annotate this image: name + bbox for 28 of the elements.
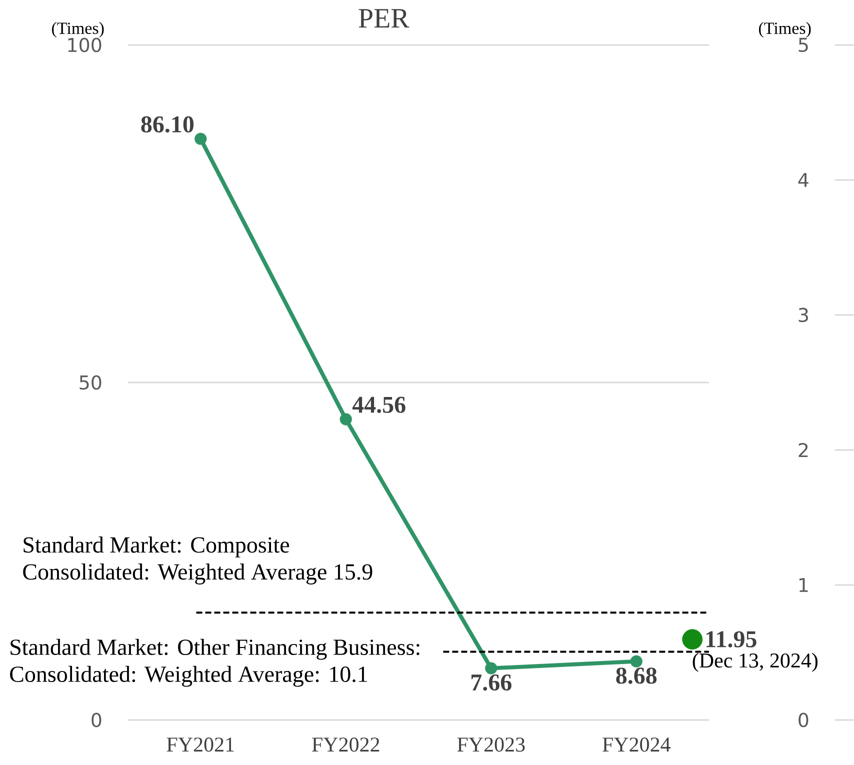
y-tick-label: 50: [80, 375, 102, 390]
y-tick-label: 100: [68, 38, 102, 52]
y2-tick-label: 1: [799, 578, 808, 592]
y2-tick-label: 2: [798, 442, 808, 458]
y2-tick-label: 3: [798, 308, 808, 322]
point: [194, 132, 207, 145]
data-label: 7.66: [471, 674, 512, 691]
data-label: 86.10: [141, 116, 194, 133]
x-tick-label: FY2024: [602, 738, 670, 752]
y-tick-label: 0: [92, 712, 102, 728]
y2-tick-label: 4: [798, 173, 808, 187]
annotation: (Dec 13, 2024): [692, 652, 818, 672]
x-tick-label: FY2021: [166, 738, 234, 752]
ref-line-label: Standard Market: Composite Consolidated: Weighted Average 15.9: [23, 536, 372, 584]
y2-tick-label: 5: [798, 38, 808, 52]
point: [340, 413, 352, 426]
point: [630, 655, 642, 668]
y2-axis-title: (Times): [759, 22, 811, 38]
y2-tick-label: 0: [798, 712, 808, 728]
y-axis-title: (Times): [52, 22, 104, 38]
x-tick-label: FY2022: [312, 738, 380, 752]
data-label: 44.56: [352, 396, 406, 414]
data-label: 11.95: [706, 631, 756, 648]
point: [485, 662, 498, 674]
ref-line-label: Standard Market: Other Financing Business: Consolidated: Weighted Average: 10.1: [10, 638, 420, 687]
x-tick-label: FY2023: [457, 738, 525, 752]
data-label: 8.68: [616, 668, 657, 684]
chart-title: PER: [358, 9, 410, 28]
